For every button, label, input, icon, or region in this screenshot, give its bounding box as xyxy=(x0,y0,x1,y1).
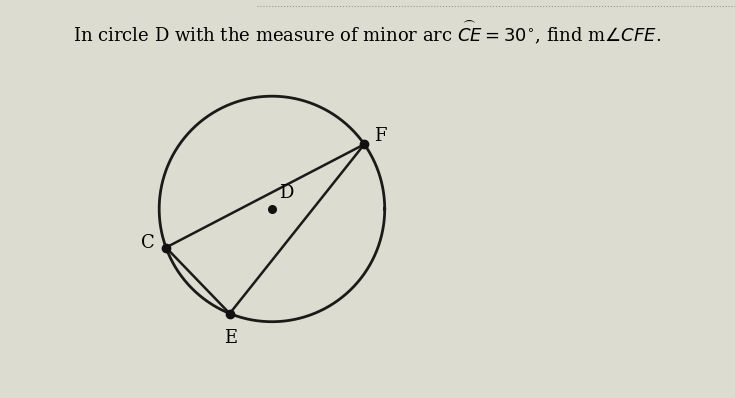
Text: D: D xyxy=(279,184,293,202)
Text: C: C xyxy=(141,234,154,252)
Text: E: E xyxy=(224,329,237,347)
Text: F: F xyxy=(374,127,387,145)
Text: In circle D with the measure of minor arc $\overset{\frown}{CE}= 30^{\circ}$, fi: In circle D with the measure of minor ar… xyxy=(74,18,662,46)
